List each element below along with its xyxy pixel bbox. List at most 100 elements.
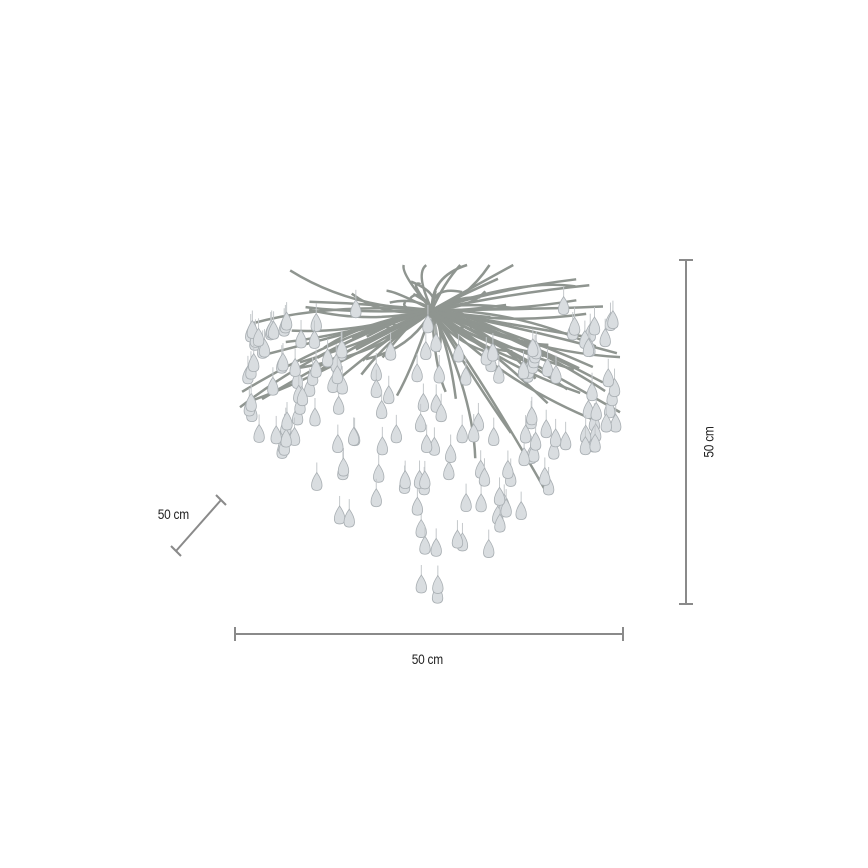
crystal-drop <box>475 493 487 513</box>
crystal-drop <box>373 463 385 483</box>
crystal-drop <box>488 426 500 447</box>
branch <box>431 308 594 369</box>
crystal-drop <box>433 364 445 384</box>
crystal-drop <box>527 338 539 358</box>
crystal-drop <box>383 385 395 405</box>
crystal-drop <box>493 486 506 506</box>
branch <box>402 264 433 311</box>
branch <box>431 308 618 355</box>
crystal-drop <box>557 295 570 316</box>
crystal-drop <box>559 431 572 451</box>
crystal-drop <box>483 538 495 558</box>
height-label: 50 cm <box>700 426 717 458</box>
crystal-drop <box>487 342 499 362</box>
crystal-drop <box>333 395 345 415</box>
branch <box>431 290 487 312</box>
crystal-drop <box>430 332 442 353</box>
crystal-drop <box>350 299 362 319</box>
branch <box>420 264 434 311</box>
crystal-drop <box>333 505 346 525</box>
crystal-drop <box>517 360 530 380</box>
crystal-drop <box>370 488 382 508</box>
branch <box>431 264 491 312</box>
crystal-drop <box>445 443 457 463</box>
crystal-drop <box>568 316 581 336</box>
crystal-drop <box>343 508 355 528</box>
chandelier-photo <box>239 263 622 604</box>
crystal-drop <box>588 316 601 336</box>
crystal-drop <box>321 348 334 368</box>
crystal-drop <box>549 428 562 448</box>
crystal-drop <box>607 309 619 330</box>
crystal-drop <box>600 413 612 433</box>
crystal-drop <box>590 401 602 421</box>
branch <box>265 308 433 356</box>
crystal-drop <box>420 340 432 361</box>
crystal-drop <box>456 424 468 444</box>
width-dimension-line <box>234 627 624 641</box>
crystal-drop <box>539 466 551 486</box>
branch <box>431 309 581 395</box>
crystal-drop <box>411 496 424 516</box>
crystal-drop <box>541 357 554 377</box>
width-label: 50 cm <box>411 651 443 667</box>
branch <box>430 309 477 459</box>
crystal-drop <box>582 337 595 357</box>
crystal-drop <box>460 492 472 513</box>
crystal-drop <box>460 366 472 386</box>
branch <box>431 283 576 312</box>
crystal-drop <box>586 382 598 402</box>
crystal-drop <box>336 339 348 359</box>
crystal-drop <box>420 433 433 454</box>
crystal-drop <box>310 358 322 378</box>
crystal-drop <box>308 329 321 349</box>
branch <box>431 305 604 312</box>
crystal-drop <box>430 537 442 557</box>
branch <box>431 283 590 312</box>
crystal-drop <box>468 423 480 443</box>
crystal-drop <box>610 413 622 433</box>
crystal-drop <box>419 535 431 555</box>
crystal-drop <box>422 314 434 334</box>
crystal-drop <box>267 320 280 340</box>
branch <box>430 308 452 320</box>
crystal-drop <box>281 411 293 431</box>
crystal-drop <box>599 328 611 348</box>
crystal-drop <box>526 406 538 426</box>
crystal-drop <box>280 311 293 331</box>
branch <box>431 309 599 423</box>
crystal-drop <box>390 424 402 444</box>
crystal-drop <box>348 426 360 446</box>
crystal-drop <box>245 392 257 412</box>
crystal-drop <box>478 467 491 487</box>
branch <box>430 309 447 393</box>
crystal-drop <box>417 392 430 412</box>
crystal-drop <box>443 461 455 481</box>
crystal-drop <box>253 423 265 443</box>
crystal-drop <box>411 363 423 383</box>
crystal-drop <box>550 364 562 384</box>
crystal-drop <box>435 402 447 423</box>
crystal-drop <box>451 529 464 549</box>
branch <box>430 289 463 311</box>
crystal-drop <box>519 424 532 444</box>
crystal-drop <box>529 431 542 451</box>
crystal-drop <box>296 386 309 407</box>
crystal-drop <box>289 357 301 377</box>
crystal-drop <box>419 470 431 490</box>
crystal-drop <box>252 327 265 347</box>
crystal-drop <box>310 312 322 332</box>
crystal-drop <box>280 428 292 448</box>
height-dimension-line <box>679 259 693 605</box>
crystal-drop <box>370 378 382 399</box>
crystal-drop <box>452 343 465 363</box>
crystal-drop <box>540 419 552 439</box>
crystal-drop <box>376 436 388 456</box>
depth-label: 50 cm <box>157 506 189 522</box>
crystal-drop <box>518 447 530 467</box>
crystal-drop <box>399 469 411 490</box>
crystal-drop <box>589 433 601 453</box>
crystal-drop <box>602 368 614 388</box>
crystal-drop <box>515 500 527 521</box>
